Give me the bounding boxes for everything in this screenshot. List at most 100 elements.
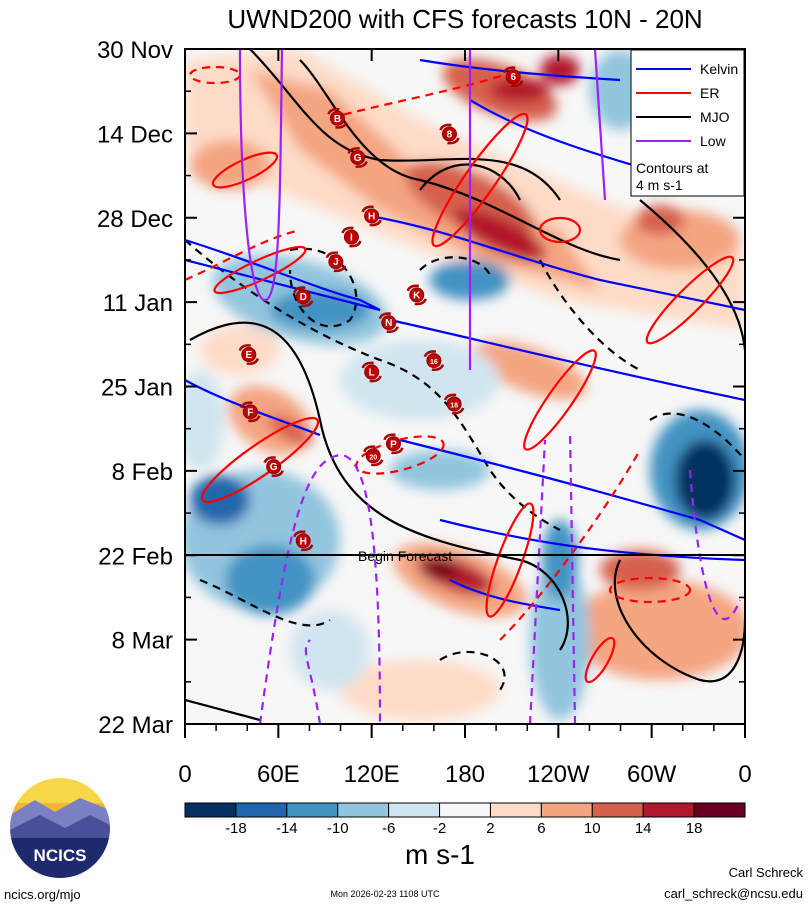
colorbar-swatch bbox=[489, 802, 542, 818]
storm-label: H bbox=[300, 536, 307, 547]
x-tick-label: 120W bbox=[527, 761, 590, 788]
storm-icon bbox=[381, 315, 397, 331]
legend-label: MJO bbox=[700, 109, 730, 125]
storm-label: 8 bbox=[447, 129, 453, 140]
storm-icon bbox=[295, 533, 311, 549]
y-tick-label: 22 Mar bbox=[98, 712, 173, 739]
storm-spiral-icon bbox=[439, 123, 460, 145]
storm-marker: F bbox=[240, 401, 261, 423]
storm-spiral-icon bbox=[503, 66, 524, 88]
storm-icon bbox=[385, 436, 401, 452]
storm-marker: 8 bbox=[439, 123, 460, 145]
colorbar-swatch bbox=[388, 802, 441, 818]
colorbar-label: 18 bbox=[686, 820, 703, 837]
storm-spiral-icon bbox=[423, 350, 445, 371]
storm-marker: K bbox=[406, 284, 427, 306]
footer-url[interactable]: ncics.org/mjo bbox=[4, 887, 81, 902]
storm-markers: B G H I J D K N 8 6 E L 16 18 F P 20 G H bbox=[238, 66, 524, 552]
storm-icon bbox=[409, 287, 425, 303]
storm-icon bbox=[266, 459, 282, 475]
mjo-contours bbox=[185, 49, 745, 722]
legend-label: Low bbox=[700, 133, 727, 149]
colorbar-label: 10 bbox=[584, 820, 601, 837]
storm-marker: P bbox=[383, 433, 404, 455]
x-tick-label: 0 bbox=[178, 761, 191, 788]
storm-icon bbox=[426, 353, 442, 369]
storm-label: 16 bbox=[430, 359, 438, 366]
colorbar-swatch bbox=[235, 802, 288, 818]
storm-label: 18 bbox=[450, 402, 458, 409]
storm-marker: D bbox=[293, 286, 314, 308]
footer-author: Carl Schreck bbox=[729, 865, 804, 880]
y-tick-label: 28 Dec bbox=[97, 206, 173, 233]
storm-marker: G bbox=[347, 147, 368, 168]
storm-label: B bbox=[334, 114, 341, 125]
storm-icon bbox=[446, 396, 462, 412]
storm-label: F bbox=[247, 407, 253, 418]
storm-spiral-icon bbox=[443, 393, 465, 415]
storm-label: I bbox=[350, 233, 353, 244]
colorbar-swatch bbox=[540, 802, 593, 818]
colorbar-swatch bbox=[286, 802, 339, 818]
colorbar-label: -6 bbox=[382, 820, 395, 837]
storm-icon bbox=[343, 229, 359, 245]
storm-spiral-icon bbox=[263, 456, 284, 478]
colorbar-label: -18 bbox=[225, 820, 247, 837]
y-tick-label: 25 Jan bbox=[101, 375, 173, 402]
x-tick-label: 120E bbox=[344, 761, 400, 788]
storm-label: E bbox=[245, 350, 252, 361]
storm-spiral-icon bbox=[383, 433, 404, 455]
storm-label: N bbox=[385, 318, 392, 329]
low-frequency-negative-contours bbox=[258, 429, 742, 724]
storm-icon bbox=[241, 347, 257, 363]
storm-label: G bbox=[354, 153, 362, 164]
storm-spiral-icon bbox=[347, 147, 368, 168]
storm-marker: H bbox=[361, 205, 382, 227]
legend-label: ER bbox=[700, 85, 719, 101]
colorbar-swatch bbox=[693, 802, 746, 818]
legend-note-line1: Contours at bbox=[636, 160, 708, 176]
colorbar-label: -2 bbox=[433, 820, 446, 837]
colorbar: -18 -14 -10 -6 -2 2 6 10 14 18 bbox=[184, 802, 746, 837]
chart-title: UWND200 with CFS forecasts 10N - 20N bbox=[227, 4, 702, 34]
storm-label: D bbox=[300, 292, 307, 303]
kelvin-contours bbox=[185, 58, 745, 612]
y-axis: 30 Nov 14 Dec 28 Dec 11 Jan 25 Jan 8 Feb 22 Fe… bbox=[97, 37, 745, 739]
x-tick-label: 60W bbox=[627, 761, 677, 788]
footer-email[interactable]: carl_schreck@ncsu.edu bbox=[664, 886, 803, 901]
storm-marker: 20 bbox=[363, 445, 384, 467]
storm-spiral-icon bbox=[238, 344, 259, 365]
storm-spiral-icon bbox=[293, 530, 314, 552]
y-tick-label: 30 Nov bbox=[97, 37, 173, 64]
storm-label: P bbox=[390, 439, 397, 450]
y-tick-label: 8 Mar bbox=[112, 628, 173, 655]
storm-marker: G bbox=[263, 456, 284, 478]
storm-marker: B bbox=[327, 107, 348, 129]
x-tick-label: 180 bbox=[445, 761, 485, 788]
colorbar-units: m s-1 bbox=[405, 839, 475, 870]
storm-spiral-icon bbox=[325, 251, 347, 273]
y-tick-label: 14 Dec bbox=[97, 121, 173, 148]
colorbar-label: -14 bbox=[276, 820, 298, 837]
colorbar-swatch bbox=[439, 802, 491, 818]
storm-marker: N bbox=[378, 312, 399, 334]
legend-note-line2: 4 m s-1 bbox=[636, 177, 683, 193]
y-tick-label: 22 Feb bbox=[98, 543, 173, 570]
y-tick-label: 11 Jan bbox=[103, 290, 173, 317]
storm-spiral-icon bbox=[378, 312, 399, 334]
storm-spiral-icon bbox=[240, 401, 261, 423]
storm-icon bbox=[364, 364, 380, 380]
footer-timestamp: Mon 2026-02-23 1108 UTC bbox=[331, 889, 440, 899]
storm-icon bbox=[295, 289, 311, 305]
forecast-start-label: Begin Forecast bbox=[358, 548, 452, 564]
storm-marker: I bbox=[341, 226, 362, 248]
mjo-negative-contours bbox=[185, 239, 745, 691]
storm-spiral-icon bbox=[361, 205, 382, 227]
storm-label: H bbox=[368, 211, 375, 222]
colorbar-swatch bbox=[642, 802, 695, 818]
storm-marker: 18 bbox=[443, 393, 465, 415]
storm-icon bbox=[364, 208, 380, 224]
storm-icon bbox=[329, 110, 345, 126]
storm-spiral-icon bbox=[327, 107, 348, 129]
storm-marker: J bbox=[325, 251, 347, 273]
